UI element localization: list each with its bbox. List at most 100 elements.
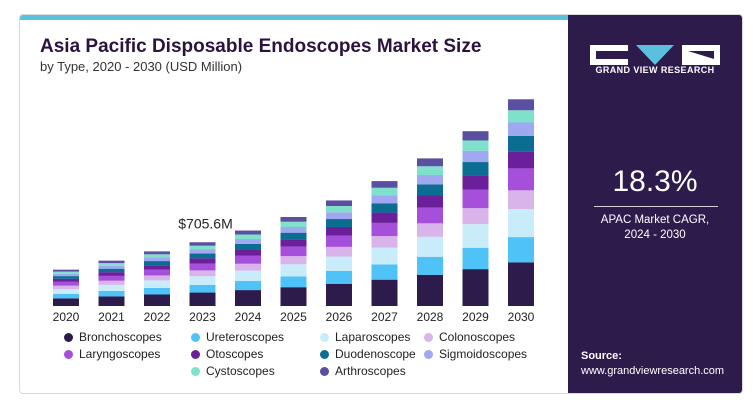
bar-segment-bronchoscopes-2026	[326, 283, 352, 306]
bar-segment-duodenoscope-2023	[189, 253, 216, 259]
bar-segment-arthroscopes-2030	[508, 99, 534, 111]
bar-segment-colonoscopes-2026	[326, 246, 352, 257]
bar-segment-sigmoidoscopes-2030	[508, 122, 534, 136]
bar-segment-bronchoscopes-2025	[280, 287, 307, 306]
x-tick-label: 2022	[144, 310, 171, 324]
bar-segment-colonoscopes-2023	[189, 270, 216, 277]
accent-bar	[20, 15, 568, 20]
bar-segment-ureteroscopes-2028	[417, 256, 443, 275]
bar-segment-laparoscopes-2025	[280, 264, 307, 277]
bar-segment-laparoscopes-2021	[98, 284, 125, 291]
bar-segment-ureteroscopes-2020	[53, 293, 79, 299]
bar-segment-laparoscopes-2027	[371, 247, 398, 265]
bar-segment-laryngoscopes-2029	[462, 189, 489, 209]
bar-segment-ureteroscopes-2030	[508, 237, 534, 263]
bar-segment-duodenoscope-2020	[53, 276, 79, 279]
brand-name: GRAND VIEW RESEARCH	[595, 65, 715, 75]
bar-segment-otoscopes-2027	[371, 212, 398, 223]
bar-segment-laparoscopes-2028	[417, 236, 443, 257]
bar-segment-colonoscopes-2030	[508, 190, 534, 210]
cagr-divider	[594, 206, 718, 207]
bar-segment-laparoscopes-2022	[144, 280, 170, 288]
bar-segment-laparoscopes-2023	[189, 276, 216, 285]
bar-segment-bronchoscopes-2024	[235, 290, 261, 306]
bar-segment-duodenoscope-2022	[144, 261, 170, 266]
bar-segment-duodenoscope-2025	[280, 232, 307, 240]
x-tick-label: 2023	[189, 310, 216, 324]
bar-segment-sigmoidoscopes-2029	[462, 150, 489, 163]
bar-segment-laryngoscopes-2027	[371, 222, 398, 237]
bar-segment-bronchoscopes-2021	[98, 296, 125, 306]
bar-segment-sigmoidoscopes-2026	[326, 212, 352, 220]
bar-segment-sigmoidoscopes-2024	[235, 239, 261, 244]
bar-segment-cystoscopes-2028	[417, 166, 443, 175]
bar-segment-cystoscopes-2020	[53, 271, 79, 274]
bar-segment-otoscopes-2026	[326, 226, 352, 236]
bar-segment-colonoscopes-2028	[417, 223, 443, 237]
bar-segment-colonoscopes-2029	[462, 208, 489, 225]
x-tick-label: 2021	[98, 310, 125, 324]
bar-segment-bronchoscopes-2023	[189, 292, 216, 306]
source-label: Source:	[581, 350, 622, 362]
bar-segment-ureteroscopes-2022	[144, 287, 170, 295]
bar-segment-colonoscopes-2025	[280, 256, 307, 265]
bar-segment-ureteroscopes-2023	[189, 284, 216, 293]
bar-segment-sigmoidoscopes-2022	[144, 257, 170, 262]
bar-segment-cystoscopes-2023	[189, 245, 216, 250]
bar-segment-sigmoidoscopes-2021	[98, 265, 125, 269]
x-tick-label: 2029	[462, 310, 489, 324]
cagr-label-line2: 2024 - 2030	[624, 229, 686, 241]
stacked-bar-chart: 2020 2021 2022 2023 $705.6M 2024 2025 2026 2027 2…	[53, 99, 535, 324]
bar-segment-laryngoscopes-2021	[98, 275, 125, 281]
bar-segment-laryngoscopes-2023	[189, 263, 216, 271]
x-tick-label: 2026	[326, 310, 353, 324]
bar-segment-duodenoscope-2026	[326, 219, 352, 227]
bar-segment-arthroscopes-2021	[98, 260, 125, 264]
bar-segment-laparoscopes-2029	[462, 224, 489, 248]
bar-segment-ureteroscopes-2027	[371, 264, 398, 280]
bar-segment-sigmoidoscopes-2028	[417, 174, 443, 185]
bar-segment-colonoscopes-2022	[144, 275, 170, 281]
infographic-card: Asia Pacific Disposable Endoscopes Marke…	[19, 14, 743, 394]
bar-segment-cystoscopes-2029	[462, 140, 489, 151]
bar-segment-colonoscopes-2021	[98, 280, 125, 285]
bar-segment-arthroscopes-2025	[280, 216, 307, 222]
bar-segment-laryngoscopes-2026	[326, 235, 352, 247]
bar-segment-cystoscopes-2021	[98, 263, 125, 266]
x-tick-label: 2024	[235, 310, 262, 324]
bar-segment-otoscopes-2030	[508, 151, 534, 169]
bar-segment-sigmoidoscopes-2020	[53, 273, 79, 277]
bar-segment-arthroscopes-2020	[53, 269, 79, 272]
bar-segment-duodenoscope-2021	[98, 268, 125, 273]
bar-segment-duodenoscope-2028	[417, 184, 443, 196]
cagr-label: APAC Market CAGR, 2024 - 2030	[568, 213, 742, 243]
bar-segment-laparoscopes-2026	[326, 256, 352, 271]
bar-segment-laryngoscopes-2030	[508, 168, 534, 191]
bar-segment-bronchoscopes-2027	[371, 279, 398, 306]
x-tick-label: 2028	[417, 310, 444, 324]
bar-segment-cystoscopes-2026	[326, 206, 352, 213]
bar-segment-laryngoscopes-2022	[144, 269, 170, 276]
value-annotation: $705.6M	[178, 215, 232, 231]
bar-segment-laryngoscopes-2028	[417, 207, 443, 224]
bar-segment-laryngoscopes-2024	[235, 255, 261, 264]
bar-segment-otoscopes-2028	[417, 195, 443, 208]
bar-segment-colonoscopes-2020	[53, 285, 79, 290]
x-tick-label: 2020	[53, 310, 80, 324]
bar-segment-arthroscopes-2022	[144, 251, 170, 255]
bar-segment-laparoscopes-2020	[53, 289, 79, 294]
bar-segment-laryngoscopes-2020	[53, 281, 79, 286]
bar-segment-ureteroscopes-2029	[462, 247, 489, 270]
x-tick-label: 2025	[280, 310, 307, 324]
source-url[interactable]: www.grandviewresearch.com	[581, 365, 725, 377]
bar-segment-otoscopes-2025	[280, 239, 307, 247]
bar-segment-otoscopes-2023	[189, 258, 216, 264]
bar-segment-ureteroscopes-2021	[98, 290, 125, 297]
bar-segment-duodenoscope-2027	[371, 203, 398, 213]
bar-segment-arthroscopes-2026	[326, 200, 352, 207]
bar-segment-cystoscopes-2027	[371, 187, 398, 196]
bar-segment-cystoscopes-2022	[144, 254, 170, 258]
bar-segment-otoscopes-2029	[462, 175, 489, 190]
bar-segment-duodenoscope-2024	[235, 243, 261, 250]
bar-segment-sigmoidoscopes-2025	[280, 226, 307, 233]
